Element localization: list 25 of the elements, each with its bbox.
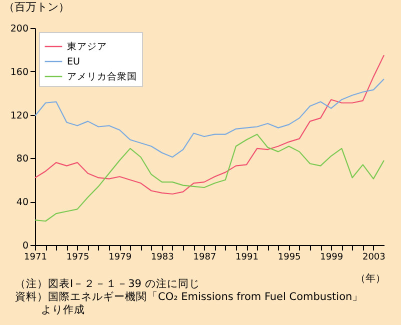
y-axis-title: （百万トン） [4,0,70,14]
y-tick-label: 40 [16,197,28,208]
x-tick-label: 1979 [108,252,132,262]
y-tick-label: 120 [10,110,28,122]
y-tick-label: 0 [22,240,28,252]
x-tick-label: 1995 [278,252,301,262]
text: より作成 [41,303,85,316]
legend-label: EU [67,56,80,68]
x-axis-title: （年） [356,272,386,284]
x-tick-label: 1991 [236,252,258,262]
y-tick-label: 80 [16,154,28,165]
legend-label: アメリカ合衆国 [67,70,137,82]
text: （注）図表Ⅰ－２－１－39 の注に同じ [15,277,200,290]
text: 資料）国際エネルギー機関「CO₂ Emissions from Fuel Combustion」 [15,290,364,303]
x-tick-label: 1987 [193,252,216,262]
line-series [34,54,385,195]
x-tick-label: 1975 [66,252,90,262]
y-tick-label: 160 [10,66,28,78]
x-tick-label: 1999 [320,252,344,262]
y-tick-label: 200 [10,24,28,34]
legend-label: 東アジア [67,40,107,52]
x-tick-label: 1971 [24,252,47,262]
x-tick-label: 1983 [150,252,174,262]
x-tick-label: 2003 [362,252,386,262]
line-series [34,134,385,222]
